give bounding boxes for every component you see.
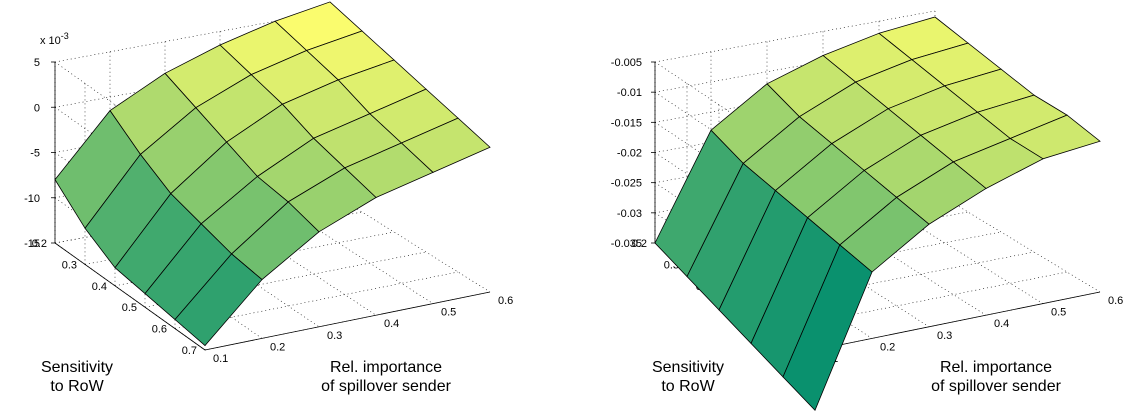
y-axis-label: to RoW — [661, 378, 715, 395]
z-tick-label: 5 — [34, 57, 40, 69]
x-tick-label: 0.4 — [994, 318, 1009, 330]
x-tick-label: 0.3 — [327, 330, 342, 342]
z-tick-label: -0.01 — [617, 87, 642, 99]
gridline-floor-x — [934, 191, 1101, 293]
y-tick-label: 0.4 — [92, 281, 107, 293]
z-tick-label: -5 — [30, 148, 40, 160]
surface-chart-left: 5 0 -5 -10 -15 x 10-3 0.2 0.3 0.4 0.5 0.6 0.7 0.1 0.2… — [24, 1, 513, 395]
z-tick-label: -15 — [24, 238, 40, 250]
y-axis-label: Sensitivity — [652, 359, 724, 376]
x-tick-label: 0.5 — [441, 307, 456, 319]
exponent-label: x 10-3 — [40, 31, 69, 47]
z-tick-label: -0.025 — [611, 178, 642, 190]
surface-chart-right: -0.005-0.01-0.015-0.02-0.025-0.03-0.0350… — [611, 10, 1123, 412]
x-axis-label: of spillover sender — [321, 378, 452, 395]
x-tick-label: 0.6 — [1108, 295, 1123, 307]
x-tick-label: 0.2 — [270, 341, 285, 353]
x-tick-label: 0.3 — [937, 330, 952, 342]
z-tick-label: 0 — [34, 102, 40, 114]
y-axis-line — [54, 242, 206, 351]
x-tick-label: 0.5 — [1051, 307, 1066, 319]
y-tick-label: 0.7 — [182, 345, 197, 357]
x-tick-label: 0.1 — [213, 353, 228, 365]
z-tick-label: -0.03 — [617, 208, 642, 220]
z-tick-label: -10 — [24, 193, 40, 205]
y-tick-label: 0.3 — [62, 259, 77, 271]
gridline-floor-y — [114, 231, 395, 287]
x-axis-line — [814, 291, 1101, 351]
x-axis-label: Rel. importance — [940, 359, 1052, 376]
z-tick-label: -0.02 — [617, 148, 642, 160]
x-axis-line — [204, 291, 491, 351]
y-tick-label: 0.5 — [122, 302, 137, 314]
surface — [654, 16, 1101, 412]
surface-patch — [174, 253, 263, 347]
y-axis-label: to RoW — [50, 378, 104, 395]
y-tick-label: 0.2 — [32, 238, 47, 250]
axes — [51, 61, 491, 351]
z-tick-label: -0.005 — [611, 57, 642, 69]
surface — [54, 1, 491, 347]
y-axis-label: Sensitivity — [41, 359, 113, 376]
y-tick-label: 0.6 — [152, 324, 167, 336]
x-axis-label: of spillover sender — [931, 378, 1062, 395]
z-tick-label: -0.015 — [611, 117, 642, 129]
x-axis-label: Rel. importance — [330, 359, 442, 376]
x-tick-label: 0.4 — [384, 318, 399, 330]
z-tick-label: -0.035 — [611, 238, 642, 250]
surface-patch — [782, 244, 873, 412]
y-tick-label: 0.2 — [632, 238, 647, 250]
x-tick-label: 0.2 — [880, 341, 895, 353]
gridline-floor-x — [274, 201, 434, 304]
x-tick-label: 0.6 — [498, 295, 513, 307]
